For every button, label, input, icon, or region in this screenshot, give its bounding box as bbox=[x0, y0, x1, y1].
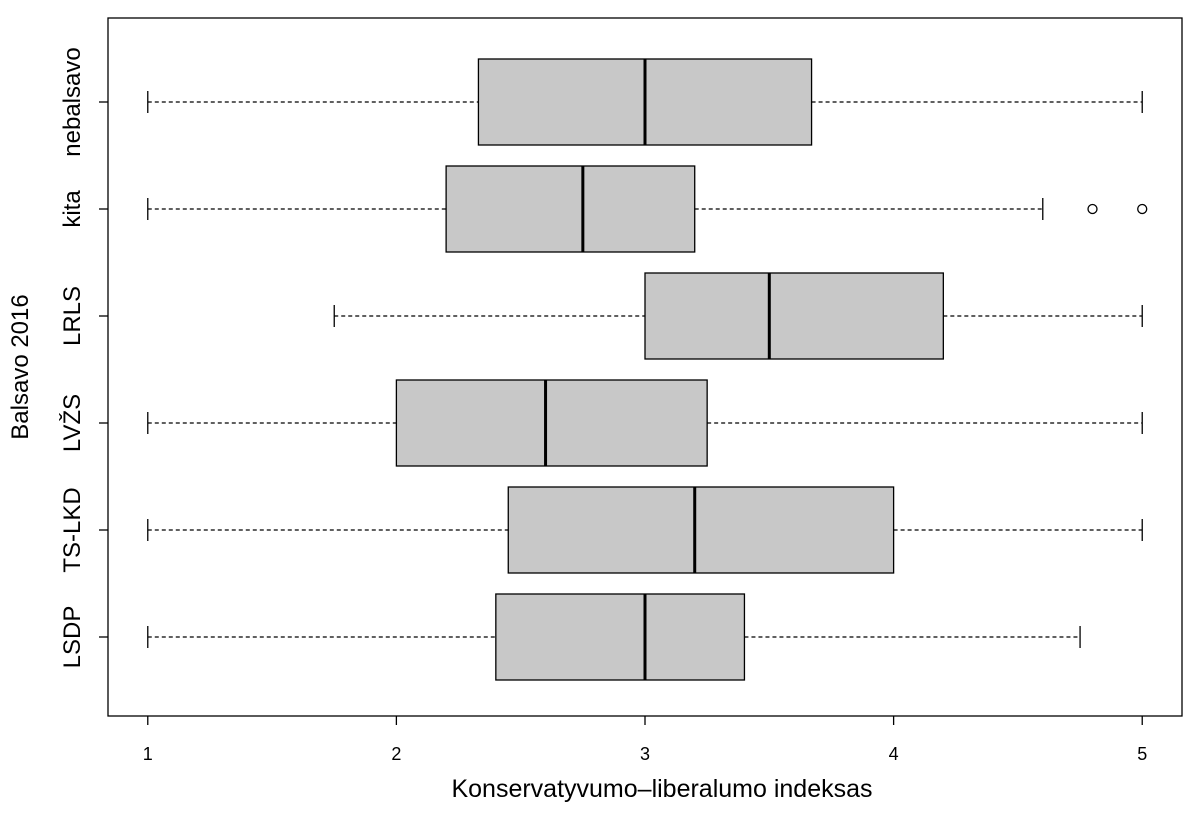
y-tick-label: nebalsavo bbox=[59, 47, 86, 156]
y-tick-label: TS-LKD bbox=[59, 487, 86, 572]
x-tick-label: 4 bbox=[889, 744, 899, 764]
x-tick-label: 3 bbox=[640, 744, 650, 764]
outlier bbox=[1087, 203, 1098, 215]
x-tick-label: 2 bbox=[391, 744, 401, 764]
y-tick-label: kita bbox=[59, 190, 86, 228]
box bbox=[395, 379, 708, 467]
box bbox=[507, 486, 895, 574]
box bbox=[445, 165, 696, 253]
y-tick-label: LRLS bbox=[59, 286, 86, 346]
y-tick-label: LVŽS bbox=[59, 394, 86, 452]
box bbox=[644, 272, 944, 360]
x-tick-label: 1 bbox=[143, 744, 153, 764]
y-axis-label: Balsavo 2016 bbox=[7, 294, 34, 439]
outlier bbox=[1137, 203, 1148, 215]
x-tick-label: 5 bbox=[1137, 744, 1147, 764]
box bbox=[495, 593, 746, 681]
y-tick-label: LSDP bbox=[59, 606, 86, 669]
x-axis-label: Konservatyvumo–liberalumo indeksas bbox=[451, 775, 872, 803]
